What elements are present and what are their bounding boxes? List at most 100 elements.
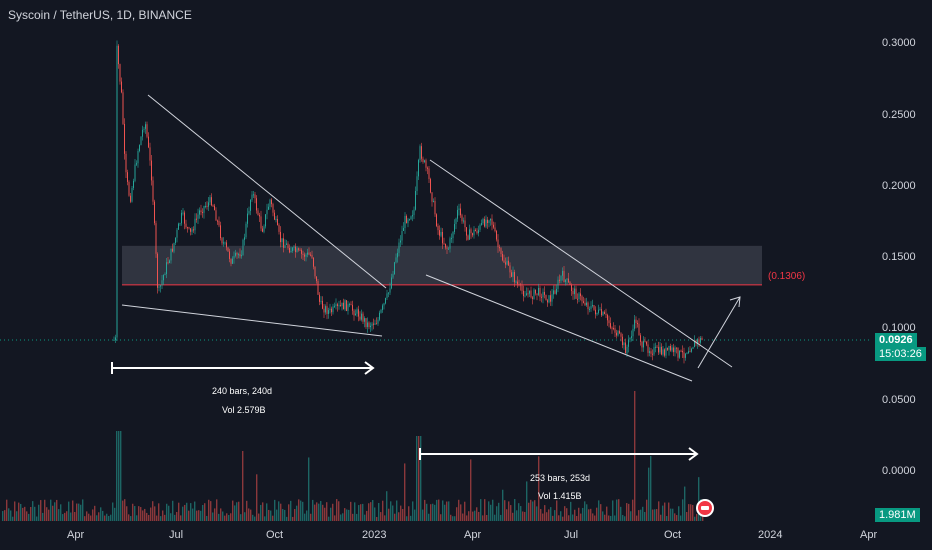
measure-1-vol-label: Vol 2.579B (222, 405, 266, 415)
candle-body (581, 296, 583, 302)
volume-bar (644, 511, 646, 521)
volume-bar (436, 499, 438, 521)
volume-bar (550, 507, 552, 521)
candle-body (673, 347, 674, 353)
time-axis-label: Apr (464, 529, 482, 541)
candle-body (559, 279, 560, 281)
volume-bar (350, 501, 352, 521)
candle-body (295, 246, 296, 253)
candle-body (388, 292, 389, 294)
volume-bar (606, 506, 608, 521)
volume-bar (702, 513, 704, 521)
candle-body (676, 347, 677, 349)
volume-bar (288, 504, 290, 521)
candle-body (481, 223, 482, 225)
volume-bar (296, 505, 298, 521)
volume-bar (302, 501, 304, 521)
candle-body (395, 257, 397, 263)
volume-bar (84, 516, 86, 521)
volume-bar (54, 502, 56, 521)
volume-bar (28, 513, 30, 521)
volume-bar (628, 503, 630, 521)
volume-bar (566, 508, 568, 521)
volume-bar (442, 500, 444, 521)
price-axis-label: 0.2000 (882, 180, 916, 192)
volume-bar (478, 511, 480, 521)
price-axis[interactable]: 0.3000 0.2500 0.2000 0.1500 0.1000 0.050… (870, 0, 932, 525)
earnings-flag-icon[interactable] (696, 499, 714, 517)
price-chart[interactable] (0, 0, 870, 525)
volume-bar (168, 505, 170, 521)
candle-body (158, 286, 160, 288)
candle-body (374, 323, 376, 325)
volume-bar (638, 510, 640, 521)
volume-bar (114, 507, 116, 521)
candle-body (511, 272, 512, 277)
volume-bar (464, 501, 466, 521)
candle-body (664, 349, 665, 356)
volume-bar (580, 513, 582, 521)
volume-bar (90, 515, 92, 521)
candle-body (590, 306, 592, 309)
volume-bar (260, 504, 262, 521)
volume-bar (82, 499, 84, 521)
volume-bar (646, 499, 648, 521)
volume-bar (496, 506, 498, 521)
volume-bar (176, 512, 178, 521)
candle-body (434, 200, 436, 215)
candle-body (194, 218, 196, 231)
volume-bar (242, 451, 244, 521)
volume-bar (386, 491, 388, 521)
volume-bar (546, 512, 548, 521)
volume-bar (162, 510, 164, 521)
volume-bar (670, 508, 672, 521)
candle-body (124, 123, 125, 154)
candle-body (643, 340, 644, 348)
volume-bar (190, 503, 192, 521)
candle-body (277, 219, 278, 226)
volume-bar (412, 501, 414, 521)
candle-body (415, 190, 416, 210)
volume-bar (4, 510, 6, 521)
volume-bar (424, 499, 426, 521)
volume-bar (10, 510, 12, 521)
volume-bar (688, 504, 690, 521)
volume-bar (272, 515, 274, 521)
candle-body (197, 214, 199, 219)
candle-body (433, 200, 434, 202)
volume-bar (66, 511, 68, 521)
price-axis-label: 0.3000 (882, 37, 916, 49)
candle-body (482, 219, 484, 224)
volume-bar (238, 501, 240, 521)
volume-bar (674, 513, 676, 521)
measure-1-arrowhead (364, 361, 375, 375)
volume-bar (626, 503, 628, 521)
volume-bar (596, 507, 598, 521)
candle-body (272, 204, 274, 213)
volume-bar (476, 507, 478, 521)
candle-body (406, 215, 407, 224)
candle-body (230, 258, 232, 264)
candle-body (466, 227, 467, 236)
candle-body (245, 223, 247, 238)
symbol-title[interactable]: Syscoin / TetherUS, 1D, BINANCE (8, 8, 192, 22)
chart-area[interactable] (0, 0, 870, 525)
volume-bar (472, 511, 474, 521)
volume-bar (110, 514, 112, 521)
volume-bar (324, 507, 326, 521)
candle-body (566, 278, 568, 280)
volume-bar (608, 515, 610, 521)
volume-bar (640, 509, 642, 521)
volume-bar (494, 514, 496, 521)
candle-body (188, 227, 190, 229)
candle-body (467, 235, 469, 240)
volume-bar (382, 500, 384, 521)
volume-bar (320, 500, 322, 521)
time-axis[interactable]: Apr Jul Oct 2023 Apr Jul Oct 2024 Apr (0, 525, 932, 550)
price-axis-label: 0.0000 (882, 465, 916, 477)
volume-bar (654, 509, 656, 521)
volume-bar (452, 516, 454, 521)
volume-bar (532, 501, 534, 521)
candle-body (178, 223, 179, 230)
candle-body (688, 351, 689, 354)
